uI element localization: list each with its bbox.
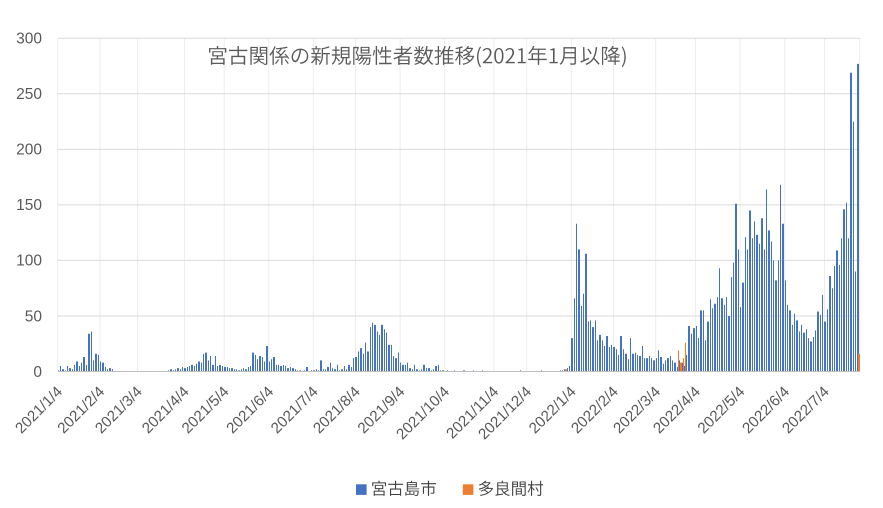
- svg-text:100: 100: [16, 253, 42, 270]
- svg-text:50: 50: [25, 308, 43, 325]
- svg-text:200: 200: [16, 142, 42, 159]
- svg-text:250: 250: [16, 86, 42, 103]
- svg-text:300: 300: [16, 31, 42, 48]
- svg-text:150: 150: [16, 197, 42, 214]
- svg-text:0: 0: [33, 364, 42, 381]
